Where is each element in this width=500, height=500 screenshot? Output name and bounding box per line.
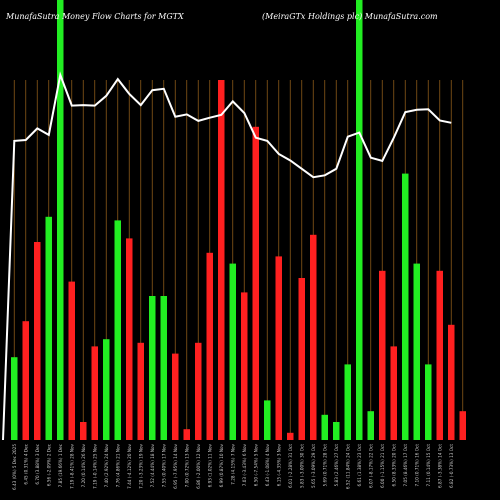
- flow-bar: [229, 263, 236, 440]
- flow-bar: [436, 270, 443, 440]
- x-tick-label: 7.03 (-3.43%) 6 Nov: [242, 443, 247, 486]
- full-height-marker-bar: [356, 0, 363, 440]
- flow-bar: [172, 353, 179, 440]
- flow-bar: [22, 321, 29, 440]
- x-tick-label: 7.28 (4.15%) 7 Nov: [230, 443, 235, 484]
- chart-subtitle: (MeiraGTx Holdings plc) MunafaSutra.com: [262, 12, 438, 21]
- x-tick-label: 6.95 (-7.95%) 14 Nov: [173, 443, 178, 488]
- x-tick-label: 7.19 (-0.14%) 25 Nov: [92, 443, 97, 488]
- x-tick-label: 6.00 (-1.15%) 21 Oct: [380, 444, 385, 488]
- x-tick-label: 5.65 (-3.09%) 29 Oct: [311, 444, 316, 488]
- x-tick-label: 7.00 (0.72%) 13 Nov: [184, 443, 189, 487]
- flow-bar: [298, 278, 305, 440]
- flow-bar: [275, 256, 282, 440]
- flow-bar: [11, 357, 18, 440]
- flow-bar: [310, 234, 317, 440]
- flow-bar: [321, 414, 328, 440]
- x-tick-label: 7.40 (2.92%) 24 Nov: [104, 443, 109, 487]
- flow-bar: [149, 296, 156, 440]
- flow-bar: [367, 411, 374, 440]
- x-tick-label: 7.10 (0.71%) 16 Oct: [414, 444, 419, 487]
- x-tick-label: 6.70 (3.88%) 3 Dec: [35, 443, 40, 484]
- flow-bar: [379, 270, 386, 440]
- x-tick-label: 7.52 (4.44%) 18 Nov: [150, 443, 155, 487]
- flow-bar: [390, 346, 397, 440]
- x-tick-label: 5.83 (2.46%) 27 Oct: [334, 444, 339, 487]
- flow-bar: [137, 342, 144, 440]
- flow-bar: [91, 346, 98, 440]
- x-tick-label: 6.86 (-2.00%) 12 Nov: [196, 443, 201, 488]
- flow-bar: [425, 364, 432, 440]
- x-tick-label: 7.55 (0.40%) 17 Nov: [161, 443, 166, 487]
- flow-bar: [114, 220, 121, 440]
- flow-bar: [206, 252, 213, 440]
- flow-bar: [183, 429, 190, 440]
- x-tick-label: 6.87 (-3.38%) 14 Oct: [437, 444, 442, 488]
- flow-bar: [160, 296, 167, 440]
- x-tick-label: 7.20 (0.14%) 26 Nov: [81, 443, 86, 487]
- x-tick-label: 6.15 (-4.35%) 3 Nov: [276, 443, 281, 486]
- flow-bar: [218, 80, 225, 440]
- x-tick-labels: 6.43 (0%) 5 Dec 2025 6.45 (0.31%) 4 Dec 6.…: [12, 443, 454, 490]
- flow-bar: [126, 238, 133, 440]
- flow-bar: [344, 364, 351, 440]
- x-tick-label: 6.50 (-7.54%) 5 Nov: [253, 443, 258, 486]
- x-tick-label: 6.82 (-0.73%) 13 Oct: [449, 444, 454, 488]
- x-tick-label: 7.05 (8.46%) 17 Oct: [403, 444, 408, 487]
- flow-bar: [103, 339, 110, 440]
- flow-bar: [448, 324, 455, 440]
- flow-bar: [459, 411, 466, 440]
- x-tick-label: 6.45 (0.31%) 4 Dec: [23, 443, 28, 484]
- x-tick-label: 6.93 (1.02%) 11 Nov: [207, 443, 212, 487]
- flow-bars: [11, 0, 466, 441]
- x-tick-label: 6.56 (-2.09%) 2 Dec: [46, 443, 51, 486]
- x-tick-label: 5.83 (-3.00%) 30 Oct: [299, 444, 304, 488]
- flow-bar: [80, 422, 87, 440]
- price-line-group: [2, 71, 452, 441]
- x-tick-label: 7.20 (-3.23%) 19 Nov: [138, 443, 143, 488]
- flow-bar: [34, 242, 41, 440]
- flow-bar: [413, 263, 420, 440]
- x-tick-label: 6.50 (8.33%) 20 Oct: [391, 444, 396, 487]
- x-tick-label: 6.61 (1.38%) 23 Oct: [357, 444, 362, 487]
- full-height-marker-bar: [57, 0, 64, 440]
- flow-bar: [195, 342, 202, 440]
- flow-bar: [333, 422, 340, 440]
- flow-bar: [45, 216, 52, 440]
- x-tick-label: 6.43 (-1.08%) 4 Nov: [265, 443, 270, 486]
- flow-bar: [241, 292, 248, 440]
- x-tick-label: 5.69 (0.71%) 28 Oct: [322, 444, 327, 487]
- x-tick-label: 7.11 (0.14%) 15 Oct: [426, 444, 431, 487]
- x-tick-label: 6.52 (11.84%) 24 Oct: [345, 444, 350, 489]
- price-line: [2, 71, 452, 441]
- x-tick-label: 7.19 (-8.41%) 28 Nov: [69, 443, 74, 488]
- flow-bar: [252, 126, 259, 441]
- x-tick-label: 6.01 (-2.28%) 31 Oct: [288, 444, 293, 488]
- flow-bar: [68, 281, 75, 440]
- x-tick-label: 6.43 (0%) 5 Dec 2025: [12, 444, 17, 490]
- x-tick-label: 6.07 (-8.17%) 22 Oct: [368, 444, 373, 488]
- x-tick-label: 7.76 (4.86%) 21 Nov: [115, 443, 120, 487]
- flow-bar: [264, 400, 271, 440]
- flow-bar: [287, 432, 294, 440]
- flow-bar: [402, 173, 409, 440]
- x-tick-label: 7.44 (-4.12%) 20 Nov: [127, 443, 132, 488]
- x-tick-label: 6.99 (0.87%) 10 Nov: [219, 443, 224, 487]
- x-tick-label: 7.85 (19.66%) 1 Dec: [58, 443, 63, 487]
- chart-title: MunafaSutra Money Flow Charts for MGTX: [6, 12, 184, 21]
